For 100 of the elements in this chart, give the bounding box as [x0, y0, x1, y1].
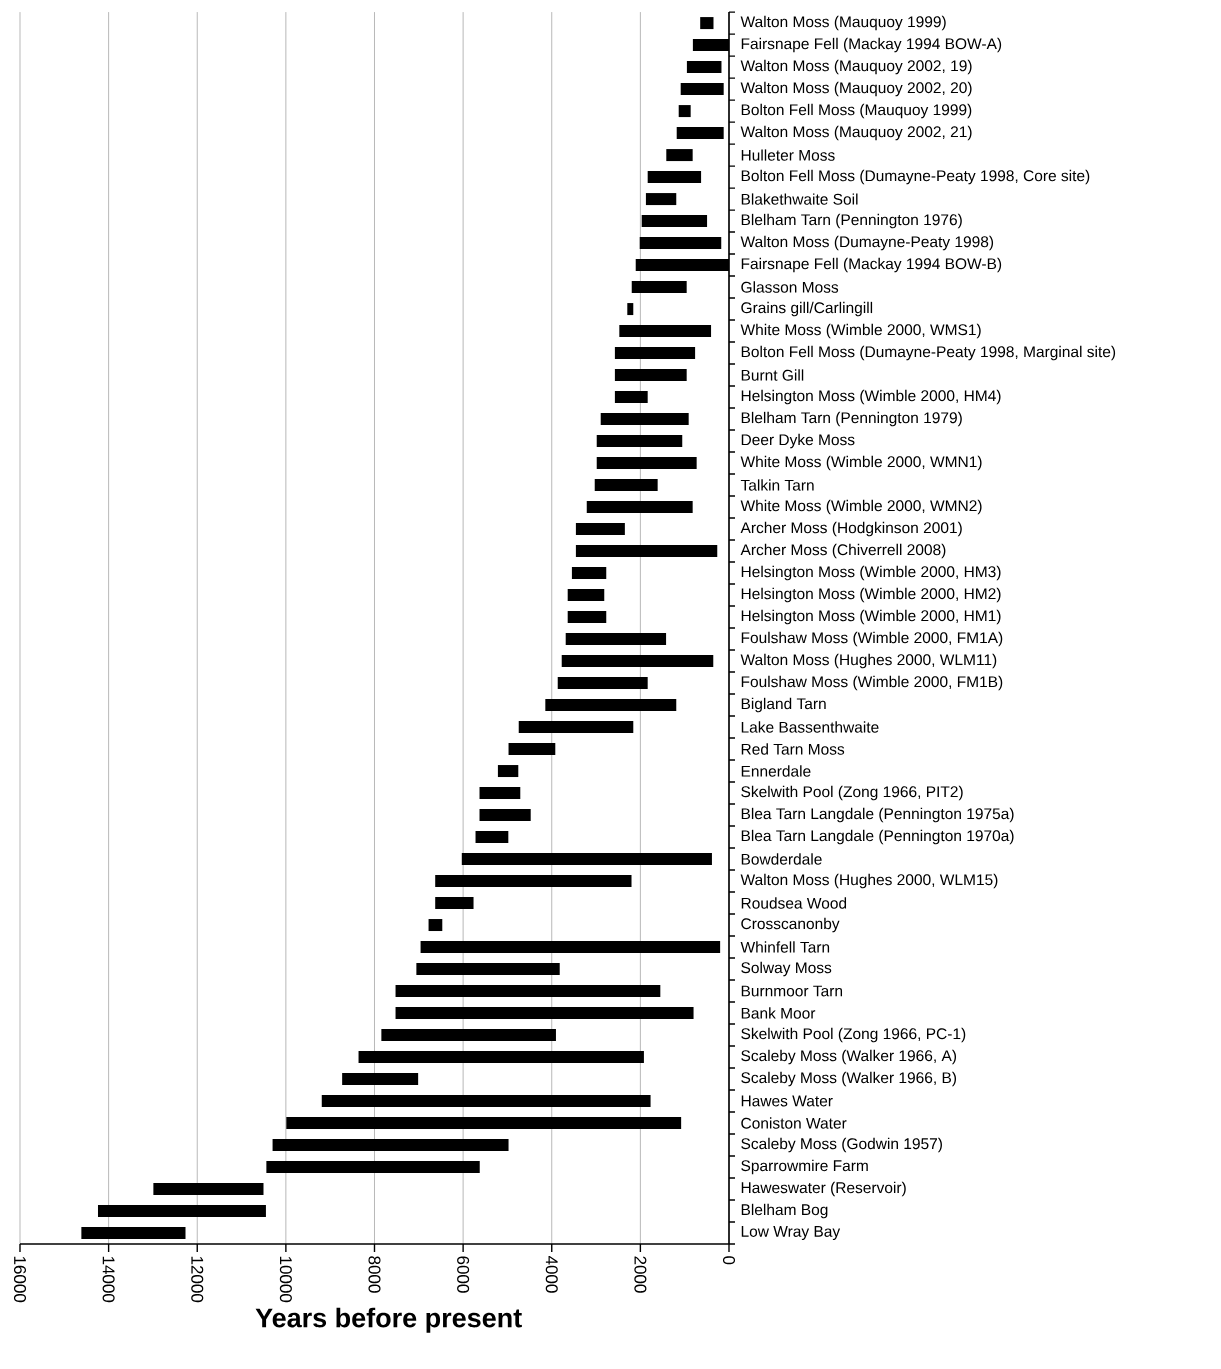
bar [286, 1117, 682, 1130]
bar [266, 1161, 480, 1174]
y-tick-label: Roudsea Wood [741, 897, 847, 909]
bar [395, 985, 661, 998]
bar [619, 325, 712, 338]
bar [700, 17, 714, 30]
bar [81, 1227, 186, 1240]
x-tick-label: 6000 [457, 1256, 470, 1293]
bar [596, 457, 697, 470]
y-tick-label: Blelham Bog [741, 1203, 828, 1219]
bar [575, 523, 625, 536]
bar [596, 435, 683, 448]
bar [567, 611, 607, 624]
bar [461, 853, 712, 866]
y-tick-label: Bigland Tarn [741, 697, 826, 713]
y-tick-label: Solway Moss [741, 961, 832, 977]
bar [614, 369, 687, 382]
y-tick-label: Walton Moss (Hughes 2000, WLM11) [740, 653, 997, 669]
y-tick-label: Walton Moss (Mauquoy 1999) [740, 15, 946, 31]
x-tick-label: 0 [722, 1256, 736, 1265]
y-tick-label: Lake Bassenthwaite [741, 721, 879, 733]
y-tick-label: Burnmoor Tarn [741, 985, 843, 997]
y-tick-label: White Moss (Wimble 2000, WMN2) [740, 499, 982, 515]
y-tick-label: Grains gill/Carlingill [741, 301, 873, 317]
y-tick-label: Fairsnape Fell (Mackay 1994 BOW-B) [741, 257, 1002, 273]
y-tick-label: Helsington Moss (Wimble 2000, HM1) [741, 609, 1001, 625]
y-tick-label: Walton Moss (Mauquoy 2002, 19) [740, 59, 972, 75]
y-tick-label: Hawes Water [741, 1095, 833, 1107]
bar [594, 479, 658, 492]
bar [666, 149, 693, 162]
bar [680, 83, 724, 96]
y-tick-label: Fairsnape Fell (Mackay 1994 BOW-A) [741, 37, 1002, 53]
y-tick-label: Walton Moss (Mauquoy 2002, 20) [740, 81, 972, 97]
y-tick-label: Hulleter Moss [741, 149, 835, 161]
y-tick-label: Deer Dyke Moss [741, 433, 855, 449]
bar [614, 391, 648, 404]
y-tick-label: Haweswater (Reservoir) [741, 1181, 906, 1197]
bar [627, 303, 634, 316]
bar [508, 743, 556, 756]
bar [479, 787, 521, 800]
y-tick-label: Helsington Moss (Wimble 2000, HM4) [741, 389, 1001, 405]
x-tick-label: 16000 [13, 1256, 27, 1303]
y-tick-label: Foulshaw Moss (Wimble 2000, FM1B) [741, 675, 1003, 691]
y-tick-label: Bolton Fell Moss (Mauquoy 1999) [741, 103, 972, 119]
bar [428, 919, 443, 932]
bar [479, 809, 531, 822]
bar [639, 237, 722, 250]
bar [561, 655, 714, 668]
y-tick-label: Skelwith Pool (Zong 1966, PC-1) [741, 1027, 966, 1043]
bar [358, 1051, 644, 1064]
y-tick-label: Whinfell Tarn [740, 941, 830, 953]
bar [395, 1007, 694, 1020]
bar [272, 1139, 509, 1152]
bar [676, 127, 724, 140]
bar [565, 633, 667, 646]
y-tick-label: Blea Tarn Langdale (Pennington 1975a) [741, 807, 1014, 823]
y-tick-label: Ennerdale [741, 765, 811, 777]
bar [575, 545, 718, 558]
x-tick-label: 4000 [545, 1255, 558, 1293]
bar [571, 567, 607, 580]
bar [321, 1095, 651, 1108]
bar [518, 721, 634, 734]
y-tick-label: Coniston Water [741, 1117, 847, 1129]
bar [381, 1029, 556, 1042]
y-tick-label: Low Wray Bay [741, 1226, 841, 1240]
y-tick-label: Archer Moss (Chiverrell 2008) [740, 543, 946, 559]
y-tick-label: White Moss (Wimble 2000, WMN1) [740, 455, 982, 471]
x-tick-label: 14000 [102, 1256, 115, 1303]
y-tick-label: Walton Moss (Mauquoy 2002, 21) [740, 125, 972, 141]
y-tick-label: Scaleby Moss (Walker 1966, B) [741, 1071, 957, 1087]
bar [557, 677, 648, 690]
y-tick-label: Helsington Moss (Wimble 2000, HM2) [741, 587, 1001, 603]
y-tick-label: Scaleby Moss (Walker 1966, A) [741, 1049, 957, 1065]
y-tick-label: Sparrowmire Farm [741, 1159, 868, 1175]
y-tick-label: Talkin Tarn [740, 479, 814, 491]
y-tick-label: Burnt Gill [741, 369, 804, 381]
bar [641, 215, 708, 228]
y-tick-label: Walton Moss (Hughes 2000, WLM15) [740, 873, 998, 889]
y-tick-label: Skelwith Pool (Zong 1966, PIT2) [741, 785, 963, 801]
y-tick-label: Foulshaw Moss (Wimble 2000, FM1A) [741, 631, 1003, 647]
y-tick-label: Bank Moor [741, 1007, 816, 1019]
y-tick-label: Walton Moss (Dumayne-Peaty 1998) [740, 235, 994, 251]
bar [153, 1183, 264, 1196]
y-tick-label: Blea Tarn Langdale (Pennington 1970a) [741, 829, 1014, 845]
x-tick-label: 10000 [279, 1256, 292, 1303]
y-tick-label: Blelham Tarn (Pennington 1976) [741, 213, 962, 229]
y-tick-label: Helsington Moss (Wimble 2000, HM3) [741, 565, 1001, 581]
y-tick-label: Blelham Tarn (Pennington 1979) [741, 411, 962, 427]
x-tick-label: 2000 [634, 1256, 647, 1293]
bar [342, 1073, 419, 1086]
bar [631, 281, 687, 294]
y-tick-label: Archer Moss (Hodgkinson 2001) [740, 521, 962, 537]
bar [600, 413, 689, 426]
bar [647, 171, 702, 184]
bar [678, 105, 691, 118]
bar [567, 589, 605, 602]
bar [614, 347, 696, 360]
x-axis-title: Years before present [255, 1307, 522, 1333]
y-tick-label: Bowderdale [741, 853, 822, 865]
bar [686, 61, 722, 74]
